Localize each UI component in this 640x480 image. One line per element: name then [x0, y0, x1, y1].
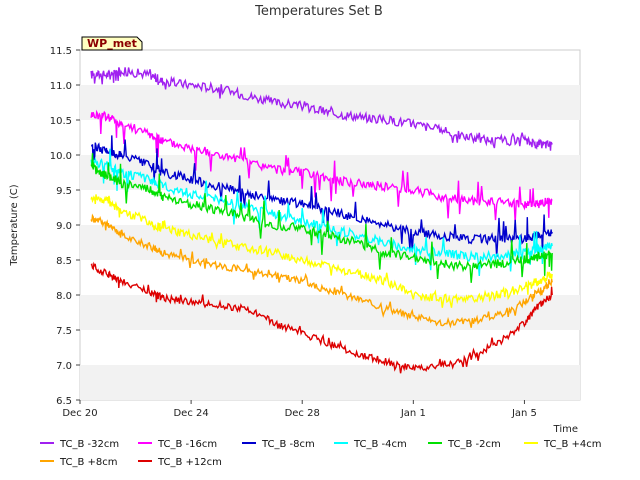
grid-band	[80, 365, 580, 400]
series-line	[90, 194, 553, 308]
x-tick-label: Dec 28	[285, 408, 320, 419]
x-tick-label: Dec 20	[62, 408, 97, 419]
wp-met-badge: WP_met	[81, 36, 143, 51]
series-line	[90, 67, 553, 151]
y-tick-label: 11.5	[50, 46, 72, 57]
legend-label: TC_B -8cm	[261, 439, 315, 450]
series-line	[90, 109, 553, 223]
legend-label: TC_B -4cm	[353, 439, 407, 450]
y-tick-label: 10.0	[50, 151, 72, 162]
y-tick-label: 9.5	[56, 186, 72, 197]
y-axis-ticks: 6.5 7.0 7.5 8.0 8.5 9.0 9.5 10.0 10.5 11.0 11.5	[50, 46, 80, 407]
y-tick-label: 7.5	[56, 326, 72, 337]
legend-label: TC_B +12cm	[157, 457, 222, 468]
grid-band	[80, 85, 580, 120]
series-line	[90, 213, 553, 329]
y-tick-label: 6.5	[56, 396, 72, 407]
plot-area	[79, 49, 581, 401]
series-line	[90, 153, 553, 283]
y-tick-label: 8.0	[56, 291, 72, 302]
legend-label: TC_B -16cm	[157, 439, 217, 450]
legend-label: TC_B -32cm	[59, 439, 119, 450]
legend-label: TC_B +8cm	[59, 457, 118, 468]
x-tick-label: Jan 1	[400, 408, 426, 419]
legend-label: TC_B +4cm	[543, 439, 602, 450]
y-tick-label: 11.0	[50, 81, 72, 92]
grid-band	[80, 295, 580, 330]
legend-label: TC_B -2cm	[447, 439, 501, 450]
y-tick-label: 7.0	[56, 361, 72, 372]
series-line	[90, 148, 553, 276]
y-tick-label: 8.5	[56, 256, 72, 267]
legend: TC_B -32cm TC_B -16cm TC_B -8cm TC_B -4cm TC…	[40, 439, 602, 468]
x-axis-ticks: Dec 20 Dec 24 Dec 28 Jan 1 Jan 5	[62, 400, 537, 419]
x-tick-label: Jan 5	[511, 408, 537, 419]
badge-label: WP_met	[87, 37, 137, 50]
y-tick-label: 10.5	[50, 116, 72, 127]
chart-title: Temperatures Set B	[254, 4, 383, 19]
x-tick-label: Dec 24	[173, 408, 208, 419]
y-tick-label: 9.0	[56, 221, 72, 232]
series-line	[90, 261, 553, 374]
x-axis-label: Time	[553, 424, 578, 435]
y-axis-label: Temperature (C)	[9, 184, 20, 266]
series-lines	[90, 67, 553, 374]
series-line	[91, 135, 553, 258]
badge-box	[81, 36, 143, 51]
